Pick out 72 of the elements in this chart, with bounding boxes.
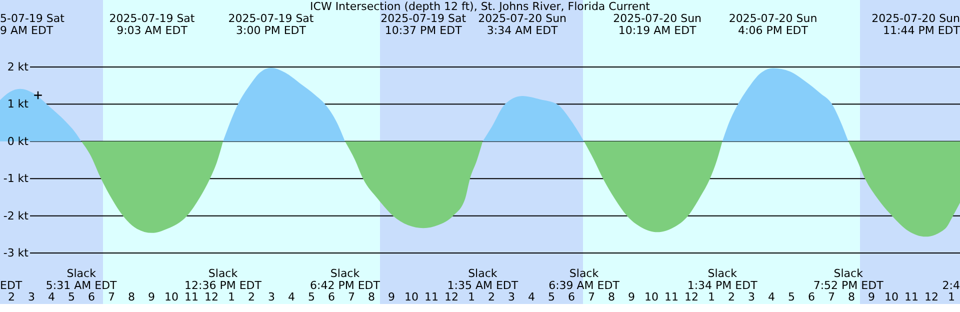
annotation: EDT (0, 279, 22, 292)
y-tick-label: 2 kt (7, 60, 30, 74)
x-tick-label: 6 (808, 290, 815, 304)
x-tick-label: 11 (904, 290, 918, 304)
annotation: 2:4 (942, 279, 960, 292)
x-tick-label: 12 (204, 290, 218, 304)
x-tick-label: 11 (424, 290, 438, 304)
x-tick-label: 8 (608, 290, 615, 304)
y-tick-label: -3 kt (3, 246, 30, 260)
x-tick-label: 12 (924, 290, 938, 304)
annotation: Slack 7:52 PM EDT (813, 267, 884, 292)
x-tick-label: 4 (768, 290, 775, 304)
x-tick-label: 8 (848, 290, 855, 304)
x-tick-label: 1 (708, 290, 715, 304)
x-tick-label: 6 (88, 290, 95, 304)
x-tick-label: 1 (468, 290, 475, 304)
x-tick-label: 10 (884, 290, 898, 304)
x-tick-label: 7 (108, 290, 115, 304)
x-tick-label: 3 (28, 290, 35, 304)
x-tick-label: 5 (68, 290, 75, 304)
x-tick-label: 6 (328, 290, 335, 304)
x-tick-label: 3 (748, 290, 755, 304)
x-tick-label: 4 (528, 290, 535, 304)
x-tick-label: 8 (128, 290, 135, 304)
x-tick-label: 3 (508, 290, 515, 304)
annotation: Slack 1:34 PM EDT (687, 267, 758, 292)
y-tick-label: 0 kt (7, 134, 30, 148)
x-tick-label: 6 (568, 290, 575, 304)
annotation: 2025-07-20 Sun 4:06 PM EDT (728, 12, 818, 37)
y-tick-label: -1 kt (3, 172, 30, 186)
x-tick-label: 12 (684, 290, 698, 304)
x-tick-label: 12 (444, 290, 458, 304)
annotation: Slack 1:35 AM EDT (447, 267, 518, 292)
annotation: Slack 6:39 AM EDT (548, 267, 620, 292)
annotation: Slack 5:31 AM EDT (46, 267, 118, 292)
x-tick-label: 7 (588, 290, 595, 304)
x-tick-label: 4 (48, 290, 55, 304)
annotation: 2025-07-20 Sun 11:44 PM EDT (872, 12, 960, 37)
x-tick-label: 11 (184, 290, 198, 304)
x-tick-label: 9 (868, 290, 875, 304)
annotation: 5-07-19 Sat 9 AM EDT (0, 12, 66, 37)
y-tick-label: 1 kt (7, 98, 30, 111)
x-tick-label: 2 (488, 290, 495, 304)
annotation: 2025-07-20 Sun 3:34 AM EDT (478, 12, 567, 37)
x-tick-label: 2 (728, 290, 735, 304)
x-tick-label: 2 (8, 290, 15, 304)
chart-title: ICW Intersection (depth 12 ft), St. Johns River, Florida Current (310, 0, 651, 13)
annotation: Slack 6:42 PM EDT (310, 267, 380, 292)
x-tick-label: 10 (644, 290, 658, 304)
y-tick-label: -2 kt (3, 209, 30, 222)
x-tick-label: 10 (164, 290, 178, 304)
x-tick-label: 7 (348, 290, 355, 304)
x-tick-label: 3 (268, 290, 275, 304)
x-tick-label: 1 (228, 290, 235, 304)
x-tick-label: 8 (368, 290, 375, 304)
x-tick-label: 10 (404, 290, 418, 304)
annotation: 2025-07-20 Sun 10:19 AM EDT (613, 12, 702, 37)
x-tick-label: 4 (288, 290, 295, 304)
x-tick-label: 5 (308, 290, 315, 304)
x-tick-label: 5 (788, 290, 795, 304)
annotation: 2025-07-19 Sat 9:03 AM EDT (109, 12, 196, 37)
annotation: Slack 12:36 PM EDT (184, 267, 262, 292)
x-tick-label: 7 (828, 290, 835, 304)
annotation: 2025-07-19 Sat 3:00 PM EDT (228, 12, 314, 37)
x-tick-label: 9 (148, 290, 155, 304)
x-tick-label: 5 (548, 290, 555, 304)
annotation: 2025-07-19 Sat 10:37 PM EDT (380, 12, 467, 37)
x-tick-label: 11 (664, 290, 678, 304)
x-tick-label: 1 (948, 290, 955, 304)
x-tick-label: 9 (388, 290, 395, 304)
x-tick-label: 2 (248, 290, 255, 304)
x-tick-label: 9 (628, 290, 635, 304)
